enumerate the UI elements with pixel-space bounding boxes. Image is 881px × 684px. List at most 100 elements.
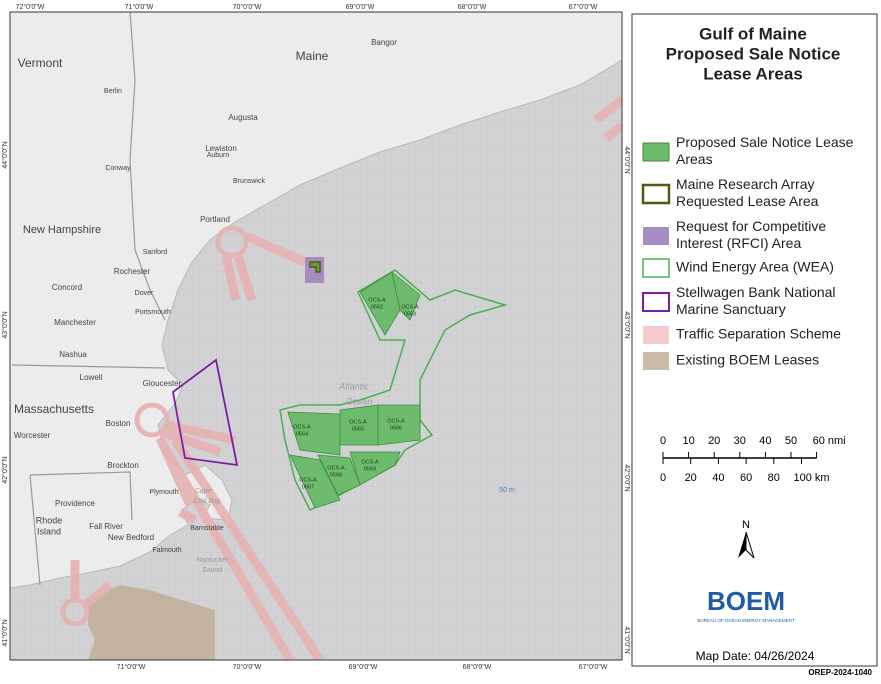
place-label: Manchester: [54, 318, 96, 327]
boem-leases: [88, 585, 215, 660]
lease-label: 0564: [296, 431, 308, 437]
legend-label: Existing BOEM Leases: [676, 352, 819, 368]
place-label: Portland: [200, 215, 230, 224]
place-label: Brockton: [107, 461, 139, 470]
lease-label: OCS-A: [349, 419, 367, 425]
lon-label: 71°0'0"W: [125, 3, 154, 11]
legend-label: Areas: [676, 151, 713, 167]
traffic-lanes: [60, 96, 622, 660]
lon-label: 69°0'0"W: [346, 3, 375, 11]
legend-swatch: [643, 326, 669, 344]
legend-label: Wind Energy Area (WEA): [676, 259, 834, 275]
lat-label: 43°0'0"N: [1, 311, 9, 338]
place-label: Ocean: [346, 396, 373, 406]
scale-label: 20: [685, 472, 697, 484]
place-label: Portsmouth: [135, 309, 171, 316]
place-label: Rhode: [36, 515, 63, 525]
lat-label: 41°0'0"N: [623, 626, 631, 653]
north-arrow: [745, 531, 755, 559]
legend-swatch: [643, 352, 669, 370]
place-label: Lewiston: [205, 144, 237, 153]
lon-label: 70°0'0"W: [233, 663, 262, 671]
legend-label: Interest (RFCI) Area: [676, 235, 801, 251]
place-label: Island: [37, 526, 61, 536]
place-label: Fall River: [89, 522, 123, 531]
scale-label: 80: [768, 472, 780, 484]
legend-label: Proposed Sale Notice Lease: [676, 134, 854, 150]
lease-label: 0562: [371, 304, 383, 310]
place-label: Nantucket: [196, 557, 229, 564]
place-label: Falmouth: [152, 547, 181, 554]
lease-label: 0568: [330, 472, 342, 478]
legend-label: Stellwagen Bank National: [676, 284, 836, 300]
place-label: Sanford: [143, 249, 168, 256]
lease-label: OCS-A: [327, 465, 345, 471]
place-label: Worcester: [14, 431, 51, 440]
logo: BOEM: [707, 586, 785, 616]
place-label: Conway: [105, 165, 131, 172]
lease-label: OCS-A: [299, 477, 317, 483]
place-label: Cape: [195, 488, 212, 495]
document-id: OREP-2024-1040: [808, 668, 872, 677]
lease-label: 0566: [390, 425, 402, 431]
legend-label: Request for Competitive: [676, 218, 826, 234]
place-label: Sound: [202, 567, 223, 574]
lease-label: 0565: [352, 426, 364, 432]
research-array: [309, 261, 321, 273]
lease-label: OCS-A: [368, 297, 386, 303]
logo-subtitle: BUREAU OF OCEAN ENERGY MANAGEMENT: [697, 618, 794, 623]
lease-label: 0569: [364, 466, 376, 472]
legend-swatch: [642, 142, 670, 162]
place-label: Maine: [296, 49, 329, 63]
title: Gulf of Maine Proposed Sale Notice Lease…: [666, 24, 841, 83]
map-date: Map Date: 04/26/2024: [696, 649, 815, 663]
place-label: Berlin: [104, 88, 122, 95]
legend-swatch: [641, 183, 671, 205]
map-frame: [9, 11, 623, 661]
place-label: Gloucester: [143, 379, 182, 388]
place-label: Atlantic: [338, 381, 369, 391]
lease-label: OCS-A: [387, 418, 405, 424]
legend-swatch: [642, 292, 670, 312]
legend-swatch: [643, 227, 669, 245]
legend-frame: [631, 13, 878, 667]
map-area: [10, 12, 622, 660]
place-label: Concord: [52, 283, 82, 292]
lease-areas: [287, 270, 421, 509]
legend-label: Traffic Separation Scheme: [676, 326, 841, 342]
lon-label: 71°0'0"W: [117, 663, 146, 671]
place-label: Providence: [55, 499, 96, 508]
place-label: Plymouth: [149, 489, 178, 496]
scale-label: 60: [740, 472, 752, 484]
lon-label: 72°0'0"W: [16, 3, 45, 11]
legend-label: Maine Research Array: [676, 176, 815, 192]
scale-label: 0: [660, 472, 666, 484]
place-label: Bangor: [371, 38, 397, 47]
lease-label: OCS-A: [361, 459, 379, 465]
place-label: Barnstable: [190, 525, 224, 532]
scale-label: 100 km: [794, 472, 830, 484]
legend-label: Marine Sanctuary: [676, 301, 786, 317]
scale-label: 40: [759, 435, 771, 447]
place-label: New Hampshire: [23, 224, 101, 236]
title-line: Proposed Sale Notice: [666, 44, 841, 63]
scale-label: 60 nmi: [813, 435, 846, 447]
lat-label: 43°0'0"N: [623, 311, 631, 338]
place-label: Rochester: [114, 267, 151, 276]
title-line: Gulf of Maine: [699, 24, 807, 43]
lon-label: 68°0'0"W: [463, 663, 492, 671]
north-arrow: [738, 532, 746, 558]
place-label: Dover: [135, 290, 154, 297]
land: [10, 12, 622, 589]
scale-label: 30: [734, 435, 746, 447]
lat-label: 41°0'0"N: [1, 619, 9, 646]
place-label: Auburn: [207, 152, 230, 159]
lon-label: 67°0'0"W: [579, 663, 608, 671]
place-label: Brunswick: [233, 178, 265, 185]
place-label: Vermont: [18, 56, 63, 70]
scale-label: 50: [785, 435, 797, 447]
scale-label: 0: [660, 435, 666, 447]
state-borders: [11, 12, 166, 586]
lease-label: 0563: [404, 311, 416, 317]
